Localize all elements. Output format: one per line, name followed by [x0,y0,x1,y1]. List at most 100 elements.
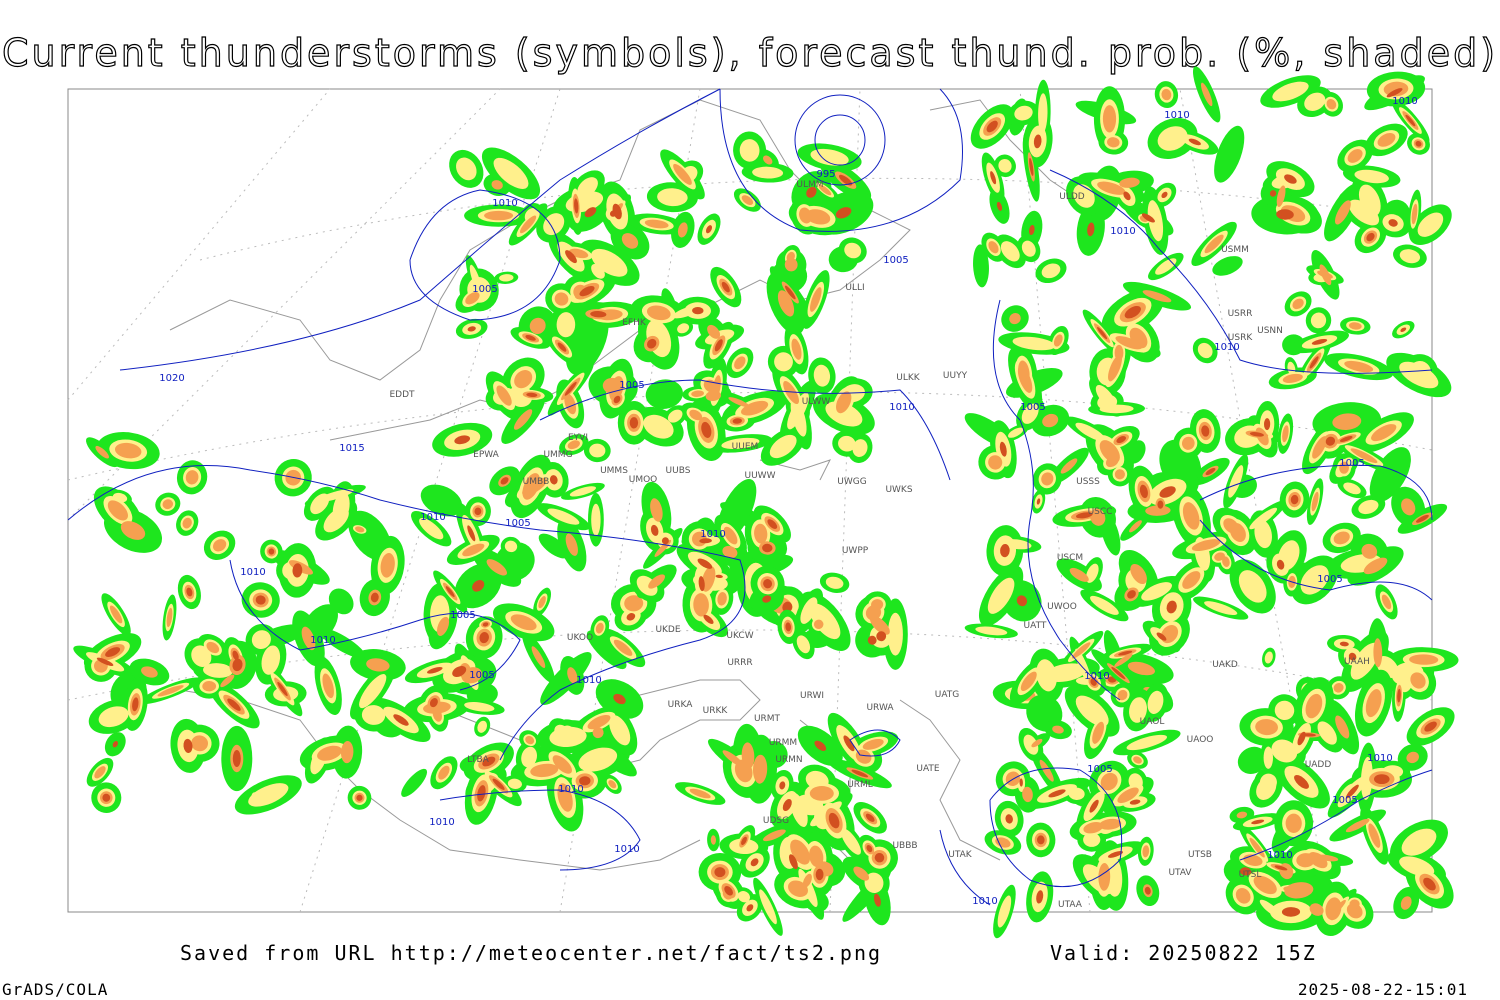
shade-blob [1089,799,1099,813]
station-label: UUBS [666,466,691,476]
shade-blob [739,139,760,162]
shade-blob [1415,514,1429,523]
shade-blob [114,442,142,459]
isobar-label: 1005 [619,380,644,391]
shade-blob [1021,403,1039,424]
station-label: ULLI [845,283,864,293]
shade-blob [779,781,786,790]
shade-blob [810,148,849,166]
shade-blob [1083,822,1104,834]
shade-blob [1023,734,1039,755]
isobar [719,88,963,232]
shade-blob [705,225,713,234]
shade-blob [1127,661,1155,676]
shade-blob [1405,114,1416,127]
isobar [989,767,1123,888]
shade-blob [646,305,671,321]
shade-blob [1302,733,1316,737]
shade-blob [865,605,882,621]
shade-blob [492,778,505,790]
shade-blob [474,507,482,516]
shade-blob [1386,88,1403,98]
shade-blob [1123,191,1131,201]
station-label: UAKD [1212,660,1238,670]
shade-blob [552,755,572,774]
shade-blob [1014,105,1033,121]
shade-blob [1369,447,1411,503]
shade-blob [1339,436,1353,442]
shade-blob [1100,512,1121,556]
shade-blob [1147,690,1164,714]
shade-blob [549,475,558,485]
isobar [119,88,721,371]
shade-blob [1029,157,1034,176]
shade-blob [887,612,903,656]
shade-blob [232,750,241,767]
shade-blob [317,489,354,502]
shade-blob [1127,590,1136,599]
shade-blob [1222,556,1230,568]
shade-blob [754,523,768,544]
shade-blob [504,540,518,553]
shade-blob [1000,544,1010,558]
shade-blob [1099,818,1122,830]
isobar-label: 1010 [889,402,914,413]
shade-blob [873,893,881,907]
shade-blob [317,745,342,761]
shade-blob [752,754,768,784]
shade-blob [867,635,877,645]
shade-blob [813,619,824,630]
shade-blob [612,203,622,220]
shade-blob [507,778,522,789]
shade-blob [657,188,688,207]
isobar [409,189,561,321]
shade-blob [1214,125,1245,183]
shade-blob [1400,896,1412,910]
shade-blob [783,381,800,404]
shade-blob [469,264,482,294]
isobar-label: 1010 [240,567,265,578]
shade-blob [759,889,777,925]
shade-blob [538,596,546,609]
shade-blob [763,155,773,165]
shade-blob [1098,863,1111,891]
shade-blob [1345,784,1359,799]
shade-blob [1300,565,1329,595]
shade-blob [1348,322,1362,330]
isobar [992,299,1121,701]
shade-blob [975,626,1008,636]
isobar [814,114,866,166]
shade-blob [1415,140,1422,147]
shade-blob [1344,360,1374,373]
station-label: EDDT [389,390,415,400]
shade-blob [1388,219,1398,227]
isobar [1199,464,1433,601]
shade-blob [467,326,476,332]
station-label: URMN [775,755,802,765]
shade-blob [699,538,712,544]
shade-blob [1214,552,1225,561]
shade-blob [643,414,674,439]
shade-blob [851,769,869,778]
shade-blob [799,207,812,224]
shade-blob [1276,185,1286,207]
shade-blob [1201,425,1210,437]
shade-blob [1087,222,1095,237]
shade-blob [1161,191,1168,199]
shade-blob [734,356,746,370]
shade-blob [1111,666,1126,680]
shade-blob [1041,472,1054,486]
isobar-label: 1010 [1392,96,1417,107]
shade-blob [1016,595,1028,607]
shade-blob [493,157,529,189]
shade-blob [1310,312,1327,329]
shade-blob [1141,213,1155,223]
shade-blob [1256,776,1277,800]
shade-blob [1253,875,1277,895]
station-label: URWI [800,691,824,701]
station-label: UUYY [943,371,968,381]
shade-blob [741,400,769,416]
shade-blob [988,241,999,254]
shade-blob [1142,845,1150,858]
shade-blob [1317,721,1337,745]
